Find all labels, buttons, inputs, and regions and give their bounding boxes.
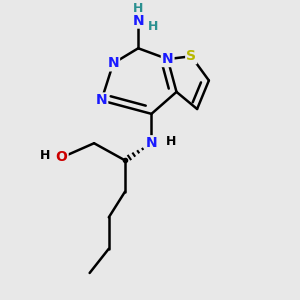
Text: N: N <box>96 94 107 107</box>
Text: N: N <box>162 52 173 66</box>
Text: N: N <box>146 136 157 150</box>
Text: N: N <box>107 56 119 70</box>
Text: N: N <box>132 14 144 28</box>
Text: H: H <box>165 135 176 148</box>
Text: H: H <box>133 2 143 15</box>
Text: S: S <box>186 49 196 63</box>
Text: H: H <box>40 149 51 162</box>
Text: H: H <box>148 20 158 33</box>
Text: O: O <box>56 151 68 164</box>
